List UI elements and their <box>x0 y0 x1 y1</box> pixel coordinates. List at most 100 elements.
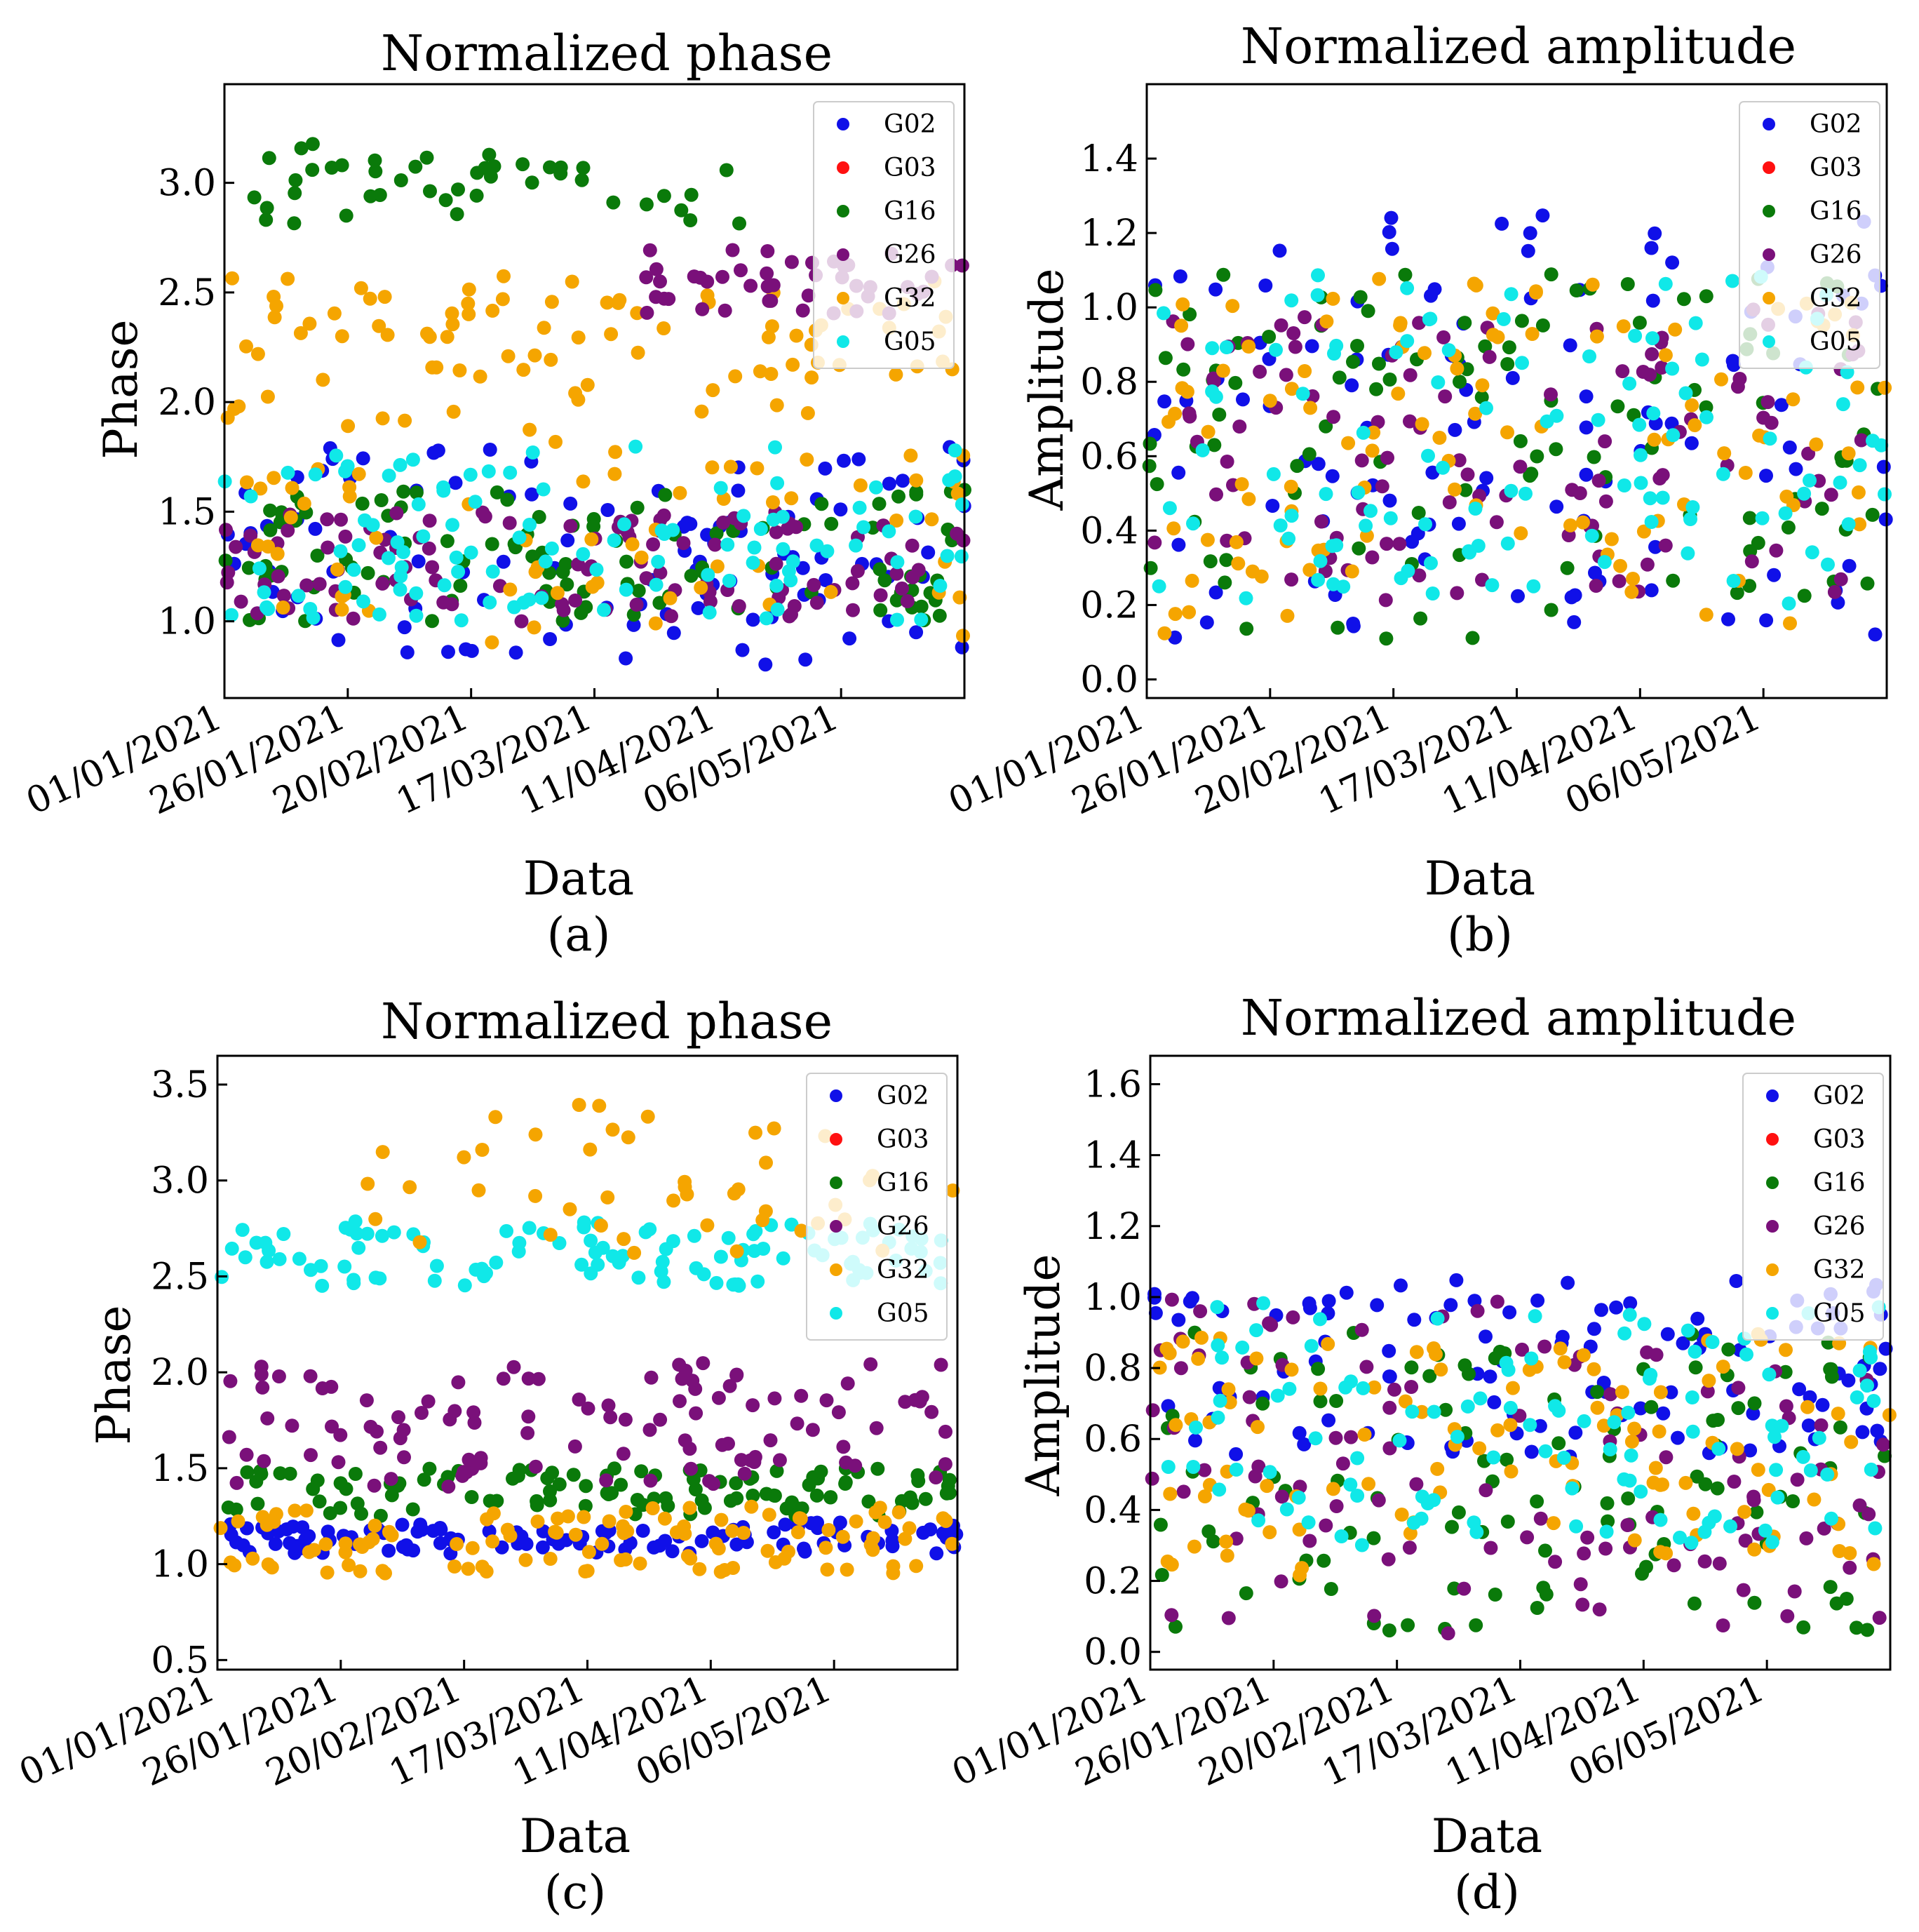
data-point-g26 <box>729 1368 744 1383</box>
data-point-g32 <box>694 580 708 595</box>
data-point-g26 <box>1736 1583 1751 1597</box>
data-point-g26 <box>1164 1292 1179 1307</box>
data-point-g02 <box>1479 471 1494 485</box>
data-point-g05 <box>1356 1381 1371 1395</box>
data-point-g05 <box>942 473 957 488</box>
data-point-g05 <box>1211 1410 1225 1425</box>
legend-label-g32: G32 <box>1810 284 1862 313</box>
data-point-g05 <box>1622 1308 1637 1322</box>
data-point-g26 <box>1382 1400 1397 1415</box>
data-point-g32 <box>716 492 731 506</box>
data-point-g32 <box>544 295 559 309</box>
data-point-g05 <box>820 544 835 558</box>
data-point-g16 <box>1158 351 1173 365</box>
data-point-g05 <box>1273 518 1288 532</box>
data-point-g05 <box>1284 293 1299 308</box>
data-point-g02 <box>224 1527 238 1542</box>
x-axis-label: Data <box>1425 852 1535 906</box>
data-point-g16 <box>1478 339 1493 354</box>
data-point-g26 <box>938 1424 952 1439</box>
data-point-g05 <box>1796 1449 1810 1464</box>
legend-label-g03: G03 <box>884 154 936 182</box>
data-point-g26 <box>1769 543 1784 558</box>
data-point-g26 <box>299 578 314 593</box>
data-point-g32 <box>1251 1420 1265 1435</box>
data-point-g32 <box>1850 380 1865 395</box>
data-point-g26 <box>1314 514 1328 529</box>
data-point-g05 <box>759 611 774 626</box>
data-point-g05 <box>1501 1362 1516 1377</box>
data-point-g32 <box>412 1235 427 1249</box>
data-point-g05 <box>709 1275 724 1290</box>
data-point-g16 <box>932 608 947 623</box>
data-point-g32 <box>1367 1380 1382 1395</box>
data-point-g05 <box>1716 467 1730 481</box>
data-point-g32 <box>595 1536 610 1551</box>
data-point-g16 <box>619 554 634 569</box>
data-point-g02 <box>1302 1296 1317 1310</box>
data-point-g32 <box>1262 394 1277 408</box>
data-point-g16 <box>405 1502 420 1517</box>
data-point-g05 <box>722 573 736 588</box>
data-point-g05 <box>1486 1450 1501 1465</box>
data-point-g16 <box>674 203 689 217</box>
data-point-g26 <box>415 1406 429 1420</box>
data-point-g32 <box>790 1525 805 1540</box>
data-point-g32 <box>445 306 459 321</box>
data-point-g16 <box>732 216 746 231</box>
data-point-g26 <box>239 1447 254 1462</box>
data-point-g16 <box>1500 1515 1515 1529</box>
data-point-g05 <box>1769 1463 1784 1477</box>
data-point-g32 <box>761 330 776 344</box>
data-point-g26 <box>653 274 667 289</box>
data-point-g32 <box>1852 517 1867 532</box>
data-point-g16 <box>1353 290 1368 304</box>
data-point-g16 <box>614 1477 628 1492</box>
data-point-g02 <box>694 1534 709 1548</box>
data-point-g32 <box>1843 1546 1857 1560</box>
data-point-g16 <box>1587 450 1601 464</box>
data-point-g02 <box>1648 226 1662 241</box>
data-point-g16 <box>1778 1364 1793 1379</box>
data-point-g02 <box>909 625 924 640</box>
data-point-g26 <box>219 523 233 537</box>
data-point-g16 <box>1632 316 1647 330</box>
data-point-g32 <box>1174 318 1189 333</box>
data-point-g05 <box>511 1244 526 1259</box>
data-point-g26 <box>664 609 678 624</box>
data-point-g32 <box>1357 1428 1372 1442</box>
data-point-g16 <box>1255 1396 1270 1411</box>
data-point-g32 <box>462 282 476 297</box>
data-point-g05 <box>1350 1489 1365 1503</box>
data-point-g05 <box>908 509 923 524</box>
data-point-g32 <box>902 1521 917 1536</box>
data-point-g05 <box>656 1275 671 1289</box>
data-point-g05 <box>584 1233 598 1248</box>
data-point-g26 <box>725 243 740 257</box>
data-point-g32 <box>600 1190 615 1205</box>
data-point-g16 <box>1143 436 1157 451</box>
data-point-g16 <box>542 565 557 580</box>
data-point-g16 <box>769 1463 784 1478</box>
y-tick-label: 2.5 <box>151 1256 209 1298</box>
y-tick-label: 1.0 <box>1084 1277 1142 1319</box>
data-point-g32 <box>1800 1400 1814 1414</box>
data-point-g05 <box>1215 1350 1230 1365</box>
data-point-g32 <box>462 307 476 321</box>
data-point-g32 <box>338 1536 353 1551</box>
data-point-g32 <box>781 1544 795 1559</box>
data-point-g05 <box>372 607 386 622</box>
data-point-g32 <box>1219 1534 1234 1549</box>
legend-marker-g26 <box>1766 1220 1779 1233</box>
data-point-g05 <box>1685 500 1700 514</box>
data-point-g02 <box>885 1539 900 1554</box>
data-point-g26 <box>1359 1360 1374 1374</box>
data-point-g05 <box>1431 375 1446 389</box>
data-point-g26 <box>1380 537 1394 551</box>
data-point-g32 <box>889 514 904 528</box>
data-point-g05 <box>409 608 424 623</box>
y-axis-label: Phase <box>94 319 148 459</box>
data-point-g16 <box>1451 1505 1466 1520</box>
data-point-g32 <box>694 404 709 419</box>
data-point-g32 <box>705 460 720 475</box>
